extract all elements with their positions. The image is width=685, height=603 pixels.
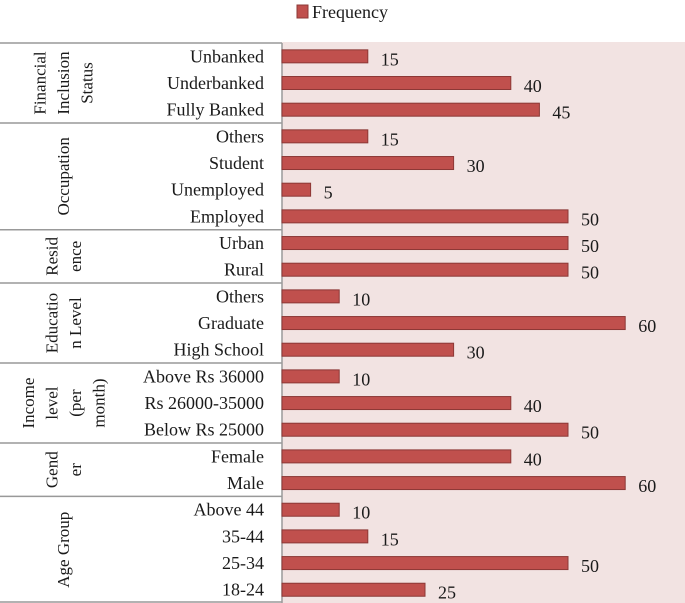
bar-education-level-high-school <box>281 342 455 357</box>
bar-occupation-others <box>281 129 369 144</box>
bar-gender-male <box>281 476 626 491</box>
category-label-financial-inclusion-status-unbanked: Unbanked <box>190 46 264 66</box>
group-label-line: Financial <box>31 51 50 115</box>
value-label-occupation-student: 30 <box>467 156 485 176</box>
value-label-education-level-graduate: 60 <box>638 316 656 336</box>
legend: Frequency <box>296 2 388 22</box>
value-label-income-level-per-month-rs-26000-35000: 40 <box>524 396 542 416</box>
category-label-income-level-per-month-below-rs-25000: Below Rs 25000 <box>144 420 264 440</box>
category-label-residence-rural: Rural <box>224 260 264 280</box>
category-label-education-level-others: Others <box>216 286 264 306</box>
value-label-financial-inclusion-status-underbanked: 40 <box>524 76 542 96</box>
bar-financial-inclusion-status-fully-banked <box>281 102 540 117</box>
group-label-line: Resid <box>42 237 61 276</box>
category-label-age-group-18-24: 18-24 <box>222 580 264 600</box>
legend-swatch <box>296 4 309 19</box>
bar-income-level-per-month-below-rs-25000 <box>281 422 569 437</box>
group-label-line: Age Group <box>54 512 73 588</box>
group-label-line: Occupation <box>54 137 73 216</box>
group-label-line: ence <box>66 241 85 272</box>
group-label-line: Income <box>19 378 38 429</box>
category-label-occupation-unemployed: Unemployed <box>171 180 264 200</box>
group-label-line: Educatio <box>42 293 61 353</box>
bar-occupation-unemployed <box>281 182 312 197</box>
value-label-age-group-35-44: 15 <box>381 529 399 549</box>
group-label-residence: Resid ence <box>42 237 85 276</box>
value-label-education-level-others: 10 <box>352 289 370 309</box>
category-label-gender-male: Male <box>227 473 264 493</box>
category-label-occupation-student: Student <box>209 153 264 173</box>
category-label-age-group-35-44: 35-44 <box>222 526 264 546</box>
legend-label: Frequency <box>312 2 388 22</box>
value-label-age-group-25-34: 50 <box>581 556 599 576</box>
bar-age-group-25-34 <box>281 556 569 571</box>
group-label-line: Gend <box>42 451 61 488</box>
category-label-occupation-others: Others <box>216 126 264 146</box>
bar-income-level-per-month-rs-26000-35000 <box>281 396 512 411</box>
labels: Unbanked 15 Underbanked 40 Fully Banked 45 Fin… <box>19 46 656 602</box>
group-label-age-group: Age Group <box>54 512 73 588</box>
value-label-gender-male: 60 <box>638 476 656 496</box>
category-label-education-level-high-school: High School <box>173 340 264 360</box>
group-label-income-level-per-month: Income level (per month) <box>19 378 109 429</box>
bar-age-group-above-44 <box>281 502 340 517</box>
bar-income-level-per-month-above-rs-36000 <box>281 369 340 384</box>
value-label-financial-inclusion-status-fully-banked: 45 <box>552 103 570 123</box>
value-label-age-group-18-24: 25 <box>438 583 456 603</box>
category-label-age-group-above-44: Above 44 <box>194 500 265 520</box>
group-label-financial-inclusion-status: Financial Inclusion Status <box>31 51 97 115</box>
group-label-line: (per <box>66 389 85 417</box>
value-label-gender-female: 40 <box>524 449 542 469</box>
bar-education-level-graduate <box>281 316 626 331</box>
bar-occupation-student <box>281 156 455 171</box>
category-label-residence-urban: Urban <box>219 233 264 253</box>
bar-age-group-18-24 <box>281 582 426 597</box>
bar-residence-rural <box>281 262 569 277</box>
value-label-occupation-unemployed: 5 <box>324 183 333 203</box>
bar-age-group-35-44 <box>281 529 369 544</box>
group-label-education-level: Educatio n Level <box>42 293 85 353</box>
group-label-line: month) <box>89 378 108 427</box>
value-label-age-group-above-44: 10 <box>352 503 370 523</box>
value-label-residence-rural: 50 <box>581 263 599 283</box>
category-label-income-level-per-month-rs-26000-35000: Rs 26000-35000 <box>144 393 264 413</box>
value-label-financial-inclusion-status-unbanked: 15 <box>381 49 399 69</box>
bar-gender-female <box>281 449 512 464</box>
bar-financial-inclusion-status-underbanked <box>281 76 512 90</box>
group-label-line: level <box>42 386 61 419</box>
bar-financial-inclusion-status-unbanked <box>281 49 369 64</box>
group-label-line: er <box>66 463 85 477</box>
bar-occupation-employed <box>281 209 569 224</box>
value-label-residence-urban: 50 <box>581 236 599 256</box>
group-label-gender: Gend er <box>42 451 85 488</box>
category-label-education-level-graduate: Graduate <box>198 313 264 333</box>
bars <box>281 49 626 597</box>
group-label-line: Status <box>78 62 97 104</box>
category-label-age-group-25-34: 25-34 <box>222 553 264 573</box>
bar-education-level-others <box>281 289 340 304</box>
value-label-occupation-employed: 50 <box>581 209 599 229</box>
group-label-line: n Level <box>66 297 85 349</box>
category-label-income-level-per-month-above-rs-36000: Above Rs 36000 <box>143 366 264 386</box>
value-label-occupation-others: 15 <box>381 129 399 149</box>
value-label-education-level-high-school: 30 <box>467 343 485 363</box>
category-label-gender-female: Female <box>211 446 264 466</box>
value-label-income-level-per-month-below-rs-25000: 50 <box>581 423 599 443</box>
group-label-line: Inclusion <box>54 51 73 115</box>
group-label-occupation: Occupation <box>54 137 73 216</box>
category-label-financial-inclusion-status-fully-banked: Fully Banked <box>167 100 265 120</box>
value-label-income-level-per-month-above-rs-36000: 10 <box>352 369 370 389</box>
bar-residence-urban <box>281 236 569 251</box>
category-label-occupation-employed: Employed <box>190 206 264 226</box>
category-label-financial-inclusion-status-underbanked: Underbanked <box>167 73 264 93</box>
